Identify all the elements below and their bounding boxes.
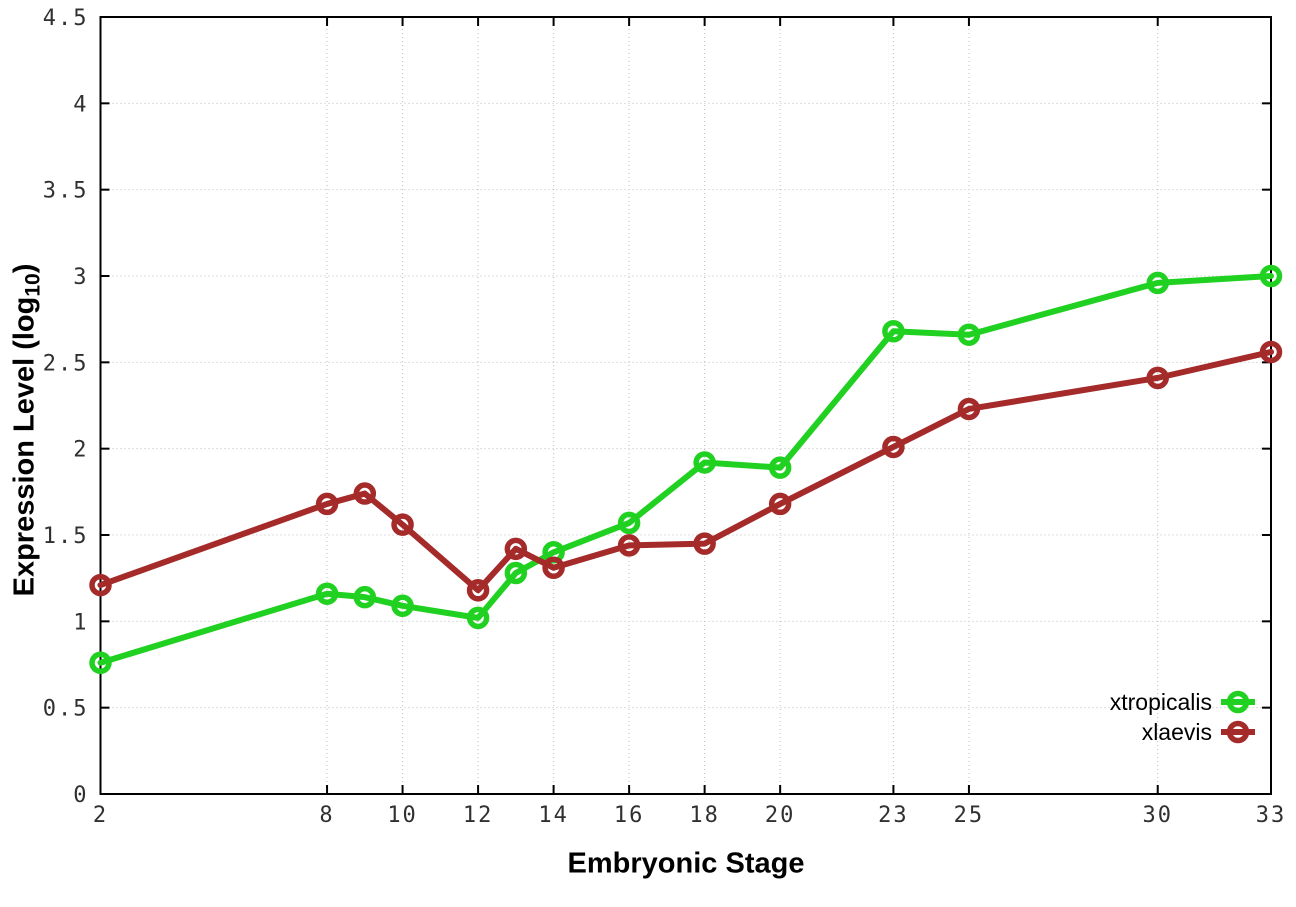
data-point-xtropicalis [391,594,414,618]
legend: xtropicalis xlaevis [1110,689,1255,745]
data-point-xlaevis [353,482,377,505]
data-point-xtropicalis [315,582,339,605]
data-point-xtropicalis [957,323,981,346]
x-tick-label: 33 [1256,803,1287,828]
y-tick-label: 0.5 [43,697,89,722]
x-tick-label: 25 [954,803,985,828]
data-point-xtropicalis [504,561,528,585]
series-line-xlaevis [97,348,1274,594]
x-tick-label: 16 [614,803,645,828]
data-point-xlaevis [391,513,414,536]
tick-marks [99,16,1272,795]
x-tick-label: 2 [93,803,108,828]
y-tick-label: 1.5 [43,524,89,549]
x-tick-label: 30 [1142,803,1173,828]
series-markers-xtropicalis [89,264,1283,675]
y-tick-label: 3 [73,265,88,290]
data-point-xtropicalis [768,456,792,479]
data-point-xlaevis [957,397,981,421]
data-point-xtropicalis [617,511,641,535]
series-markers-xlaevis [89,340,1283,602]
y-tick-label: 2 [73,438,88,463]
legend-marker-xtropicalis [1226,690,1250,714]
data-point-xlaevis [504,537,528,561]
y-tick-label: 4 [73,92,88,117]
plot-border [99,16,1272,795]
legend-marker-xlaevis [1226,720,1250,744]
data-point-xlaevis [1146,366,1169,390]
y-axis-title-suffix: ) [8,263,41,274]
y-tick-label: 3.5 [43,179,89,204]
gridlines [100,16,1272,795]
data-point-xlaevis [89,573,112,597]
data-point-xlaevis [542,556,565,580]
data-point-xtropicalis [693,451,716,474]
legend-label-xtropicalis: xtropicalis [1110,689,1212,715]
legend-label-xlaevis: xlaevis [1142,719,1212,745]
x-tick-label: 14 [538,803,569,828]
y-axis-title-text: Expression Level (log [8,296,41,597]
series-line-xtropicalis [97,273,1274,666]
data-point-xlaevis [768,492,792,516]
data-point-xtropicalis [466,606,490,630]
x-tick-label: 18 [689,803,720,828]
data-point-xlaevis [693,532,716,555]
data-point-xlaevis [882,435,905,459]
y-tick-label: 1 [73,610,88,635]
x-axis-title: Embryonic Stage [567,847,805,880]
data-point-xtropicalis [353,585,377,609]
y-tick-label: 4.5 [43,6,89,31]
y-tick-label: 2.5 [43,351,89,376]
tick-labels: 2 8 10 12 14 16 18 20 23 25 30 33 0 0.5 1 1.5 2 2.5 3 3.5 4 4… [43,6,1287,828]
data-point-xtropicalis [882,320,905,343]
y-axis-title: Expression Level (log10) [9,264,46,597]
x-tick-label: 20 [765,803,796,828]
x-tick-label: 8 [319,803,334,828]
data-point-xtropicalis [1146,271,1169,295]
data-point-xlaevis [315,492,339,516]
x-tick-label: 23 [878,803,909,828]
y-axis-title-subscript: 10 [21,273,45,297]
data-point-xlaevis [466,579,490,602]
x-tick-label: 12 [463,803,494,828]
data-point-xtropicalis [1259,264,1283,288]
y-tick-label: 0 [73,783,88,808]
data-point-xtropicalis [89,651,112,675]
data-point-xlaevis [1259,340,1283,364]
data-point-xlaevis [617,534,641,557]
x-tick-label: 10 [387,803,418,828]
